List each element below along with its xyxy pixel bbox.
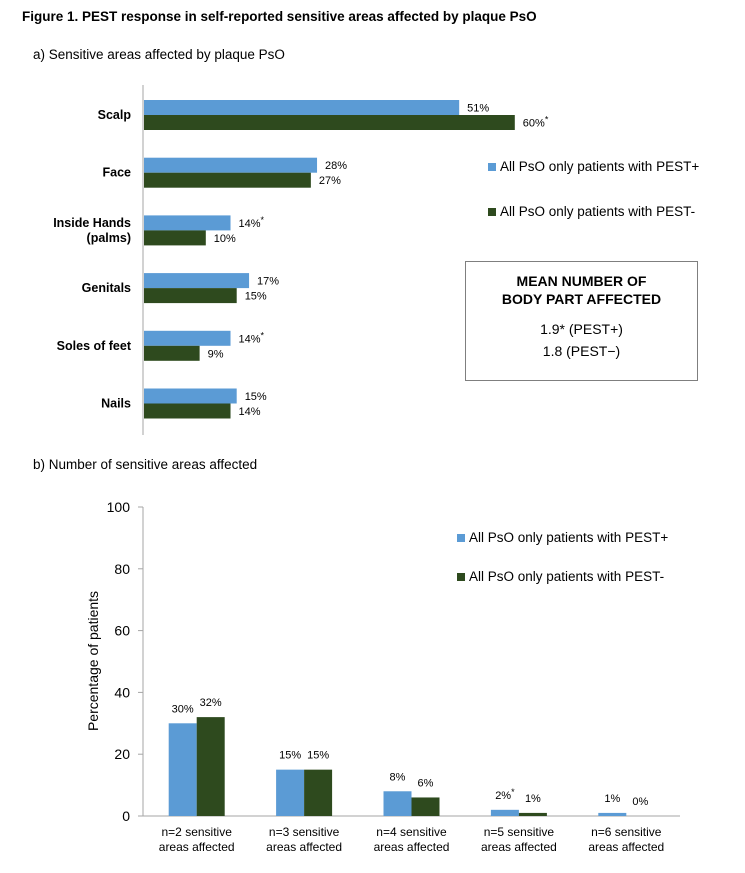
x-tick-label: n=6 sensitive areas affected bbox=[588, 825, 664, 854]
legend-a-swatch bbox=[488, 208, 496, 216]
category-label-a: Soles of feet bbox=[57, 339, 132, 353]
legend-b-swatch bbox=[457, 534, 465, 542]
bar-b-pest-pos bbox=[276, 769, 305, 816]
data-label-a: 9% bbox=[208, 348, 224, 360]
data-label-a: 17% bbox=[257, 276, 279, 288]
data-label-b: 2%* bbox=[495, 787, 515, 802]
legend-b-label: All PsO only patients with PEST- bbox=[469, 569, 664, 584]
bar-b-pest-neg bbox=[411, 797, 440, 816]
chart-a-title: a) Sensitive areas affected by plaque Ps… bbox=[33, 47, 285, 62]
category-label-a: Genitals bbox=[82, 281, 131, 295]
legend-b-label: All PsO only patients with PEST+ bbox=[469, 530, 668, 545]
bar-a-pest-neg bbox=[144, 115, 515, 130]
bar-a-pest-pos bbox=[144, 157, 318, 173]
data-label-a: 14%* bbox=[239, 330, 265, 345]
y-tick-label: 80 bbox=[114, 561, 130, 577]
data-label-a: 14%* bbox=[239, 215, 265, 230]
category-label-a: Scalp bbox=[98, 108, 132, 122]
data-label-a: 15% bbox=[245, 391, 267, 403]
data-label-a: 14% bbox=[239, 406, 261, 418]
data-label-a: 28% bbox=[325, 160, 347, 172]
mean-value-pest-neg: 1.8 (PEST−) bbox=[542, 343, 621, 359]
bar-b-pest-neg bbox=[518, 812, 547, 816]
data-label-a: 15% bbox=[245, 291, 267, 303]
category-label-a: Inside Hands (palms) bbox=[53, 216, 131, 245]
bar-b-pest-pos bbox=[383, 791, 412, 816]
category-label-a: Face bbox=[103, 166, 132, 180]
mean-number-box: MEAN NUMBER OF BODY PART AFFECTED 1.9* (… bbox=[465, 261, 698, 381]
bar-a-pest-pos bbox=[144, 215, 231, 231]
y-tick-label: 60 bbox=[114, 623, 130, 639]
y-tick-label: 100 bbox=[107, 499, 131, 515]
figure-title: Figure 1. PEST response in self-reported… bbox=[22, 9, 537, 24]
bar-b-pest-pos bbox=[168, 723, 197, 816]
x-tick-label: n=4 sensitive areas affected bbox=[374, 825, 450, 854]
bar-a-pest-neg bbox=[144, 288, 237, 304]
data-label-b: 6% bbox=[418, 777, 434, 789]
data-label-a: 27% bbox=[319, 175, 341, 187]
mean-value-pest-pos: 1.9* (PEST+) bbox=[540, 321, 623, 337]
x-tick-label: n=2 sensitive areas affected bbox=[159, 825, 235, 854]
data-label-b: 0% bbox=[632, 796, 648, 808]
legend-b-swatch bbox=[457, 573, 465, 581]
chart-b-title: b) Number of sensitive areas affected bbox=[33, 457, 258, 472]
data-label-b: 32% bbox=[200, 697, 222, 709]
y-tick-label: 40 bbox=[114, 684, 130, 700]
data-label-b: 8% bbox=[390, 771, 406, 783]
bar-b-pest-pos bbox=[490, 809, 519, 816]
data-label-b: 30% bbox=[172, 703, 194, 715]
bar-a-pest-pos bbox=[144, 100, 460, 115]
y-tick-label: 20 bbox=[114, 746, 130, 762]
bar-a-pest-neg bbox=[144, 172, 311, 188]
bar-a-pest-neg bbox=[144, 230, 206, 246]
data-label-b: 1% bbox=[525, 793, 541, 805]
data-label-b: 15% bbox=[307, 750, 329, 762]
bar-a-pest-pos bbox=[144, 273, 250, 289]
legend-a-swatch bbox=[488, 163, 496, 171]
data-label-b: 15% bbox=[279, 750, 301, 762]
bar-b-pest-neg bbox=[304, 769, 333, 816]
y-tick-label: 0 bbox=[122, 808, 130, 824]
legend-a-label: All PsO only patients with PEST+ bbox=[500, 159, 699, 174]
x-tick-label: n=5 sensitive areas affected bbox=[481, 825, 557, 854]
data-label-a: 10% bbox=[214, 233, 236, 245]
bar-a-pest-neg bbox=[144, 403, 231, 419]
category-label-a: Nails bbox=[101, 397, 131, 411]
legend-a-label: All PsO only patients with PEST- bbox=[500, 204, 695, 219]
x-tick-label: n=3 sensitive areas affected bbox=[266, 825, 342, 854]
mean-box-title: MEAN NUMBER OF BODY PART AFFECTED bbox=[501, 273, 662, 307]
data-label-a: 60%* bbox=[523, 115, 549, 130]
bar-b-pest-pos bbox=[598, 812, 627, 816]
bar-a-pest-pos bbox=[144, 388, 237, 404]
data-label-b: 1% bbox=[604, 793, 620, 805]
bar-a-pest-neg bbox=[144, 345, 200, 361]
data-label-a: 51% bbox=[467, 103, 489, 115]
bar-b-pest-neg bbox=[196, 717, 225, 816]
bar-a-pest-pos bbox=[144, 330, 231, 346]
y-axis-label: Percentage of patients bbox=[85, 591, 101, 731]
